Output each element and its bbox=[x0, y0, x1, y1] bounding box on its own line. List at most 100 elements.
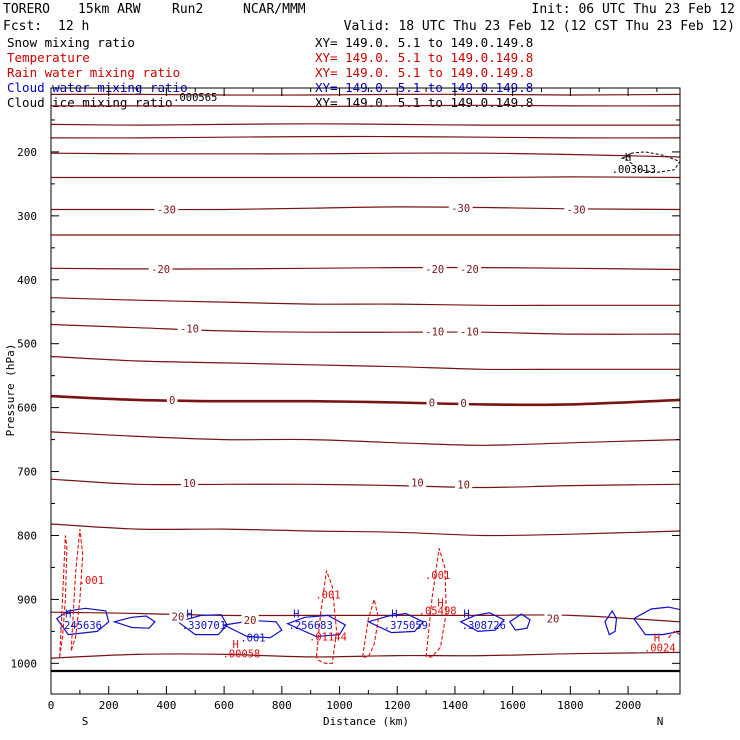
header-fcst-label: Fcst: bbox=[3, 19, 42, 34]
x-tick-label: 2000 bbox=[615, 699, 642, 712]
isotherm-label: 20 bbox=[547, 614, 560, 626]
legend-temperature-label: Temperature bbox=[7, 50, 90, 65]
isotherm-label: -10 bbox=[460, 327, 479, 339]
x-axis-title: Distance (km) bbox=[323, 715, 409, 728]
y-tick-label: 1000 bbox=[11, 657, 38, 670]
rain-contour bbox=[59, 535, 68, 657]
legend-snow-coords: XY= 149.0. 5.1 to 149.0.149.8 bbox=[315, 35, 533, 50]
isotherm-label: 10 bbox=[183, 478, 196, 490]
contour-value-label: .001 bbox=[79, 575, 104, 587]
isotherm-label-bg bbox=[241, 613, 259, 626]
contour-value-label: .001 bbox=[315, 589, 340, 601]
isotherm-line bbox=[51, 651, 680, 659]
max-marker: H bbox=[65, 608, 71, 620]
isotherm-label-bg bbox=[422, 325, 447, 338]
contour-value-label: .001 bbox=[425, 570, 450, 582]
contour-value-label: .05498 bbox=[419, 605, 457, 617]
isotherm-label-bg bbox=[457, 325, 482, 338]
header-valid: Valid: 18 UTC Thu 23 Feb 12 (12 CST Thu … bbox=[344, 19, 735, 34]
isotherm-label: -20 bbox=[151, 264, 170, 276]
legend-rain-label: Rain water mixing ratio bbox=[7, 65, 180, 80]
isotherm-label: 20 bbox=[172, 612, 185, 624]
cloud-water-contour bbox=[286, 614, 347, 638]
max-marker: H bbox=[625, 152, 631, 164]
contour-value-label: .000565 bbox=[173, 92, 217, 104]
cloud-water-contour bbox=[55, 607, 110, 636]
contour-value-label: .245636 bbox=[58, 620, 102, 632]
isotherm-label-bg bbox=[455, 478, 473, 491]
y-tick-label: 300 bbox=[17, 210, 37, 223]
max-marker: H bbox=[654, 633, 660, 645]
isotherm-label: 0 bbox=[460, 398, 466, 410]
isotherm-label-bg bbox=[166, 393, 178, 406]
cloud-water-contour bbox=[112, 615, 156, 629]
contour-value-label: .00058 bbox=[222, 649, 260, 661]
contour-value-label: .330701 bbox=[182, 620, 226, 632]
snow-contour bbox=[620, 151, 680, 173]
isotherm-line bbox=[51, 297, 680, 307]
isotherm-line bbox=[51, 431, 680, 446]
isotherm-line bbox=[51, 266, 680, 271]
isotherm-line bbox=[51, 135, 680, 139]
rain-contour bbox=[315, 570, 338, 664]
isotherm-label-bg bbox=[457, 262, 482, 275]
isotherm-label-bg bbox=[154, 203, 179, 216]
isotherm-line bbox=[51, 323, 680, 335]
isotherm-label-bg bbox=[448, 202, 473, 215]
x-tick-label: 1000 bbox=[326, 699, 353, 712]
x-tick-label: 400 bbox=[156, 699, 176, 712]
isotherm-line bbox=[51, 611, 680, 623]
contour-value-label: .0024 bbox=[644, 642, 676, 654]
isotherm-label: -10 bbox=[180, 323, 199, 335]
isotherm-label-bg bbox=[426, 396, 438, 409]
isotherm-label-bg bbox=[169, 610, 187, 623]
legend-rain-coords: XY= 149.0. 5.1 to 149.0.149.8 bbox=[315, 65, 533, 80]
legend-snow-label: Snow mixing ratio bbox=[7, 35, 135, 50]
y-tick-label: 400 bbox=[17, 274, 37, 287]
isotherm-label: 10 bbox=[411, 477, 424, 489]
x-tick-label: 0 bbox=[48, 699, 55, 712]
x-axis-left-end-label: S bbox=[82, 715, 89, 728]
cloud-water-contour bbox=[508, 613, 531, 631]
plot-frame bbox=[50, 87, 681, 695]
isotherm-line bbox=[51, 478, 680, 489]
header-org: NCAR/MMM bbox=[243, 2, 306, 17]
isotherm-line bbox=[51, 394, 680, 407]
isotherm-label: -20 bbox=[460, 264, 479, 276]
legend-cloud-ice-coords: XY= 149.0. 5.1 to 149.0.149.8 bbox=[315, 95, 533, 110]
cloud-water-contour bbox=[459, 612, 505, 633]
max-marker: H bbox=[437, 598, 443, 610]
isotherm-line bbox=[51, 523, 680, 537]
isotherm-label: -10 bbox=[425, 327, 444, 339]
rain-contour bbox=[70, 529, 84, 651]
max-marker: H bbox=[293, 608, 299, 620]
header-model: TORERO bbox=[3, 2, 50, 17]
x-tick-label: 1200 bbox=[384, 699, 411, 712]
rain-contour bbox=[425, 548, 447, 658]
isotherm-label: 0 bbox=[169, 395, 175, 407]
isotherm-label-bg bbox=[148, 262, 173, 275]
x-tick-label: 800 bbox=[272, 699, 292, 712]
rain-contour bbox=[668, 630, 680, 639]
isotherm-label: 20 bbox=[244, 615, 257, 627]
isotherm-line bbox=[51, 152, 680, 158]
y-tick-label: 800 bbox=[17, 529, 37, 542]
isotherm-label: -30 bbox=[451, 203, 470, 215]
x-tick-label: 200 bbox=[99, 699, 119, 712]
max-marker: H bbox=[232, 639, 238, 651]
plot-clipped-group: -30 -30 -30 -20 -20 -20 -10 -10 -10 0 0 0 10 10 10 20 20… bbox=[51, 92, 680, 673]
header-grid: 15km ARW bbox=[78, 2, 141, 17]
isotherm-label-bg bbox=[422, 262, 447, 275]
header-run: Run2 bbox=[172, 2, 203, 17]
isotherm-label-bg bbox=[564, 203, 589, 216]
x-tick-label: 1400 bbox=[442, 699, 469, 712]
contour-value-label: .375059 bbox=[384, 620, 428, 632]
contour-value-label: .01144 bbox=[309, 631, 347, 643]
isotherm-label-bg bbox=[408, 476, 427, 489]
max-marker: H bbox=[186, 608, 192, 620]
cloud-water-contour bbox=[366, 612, 425, 634]
contour-value-label: .256683 bbox=[289, 620, 333, 632]
